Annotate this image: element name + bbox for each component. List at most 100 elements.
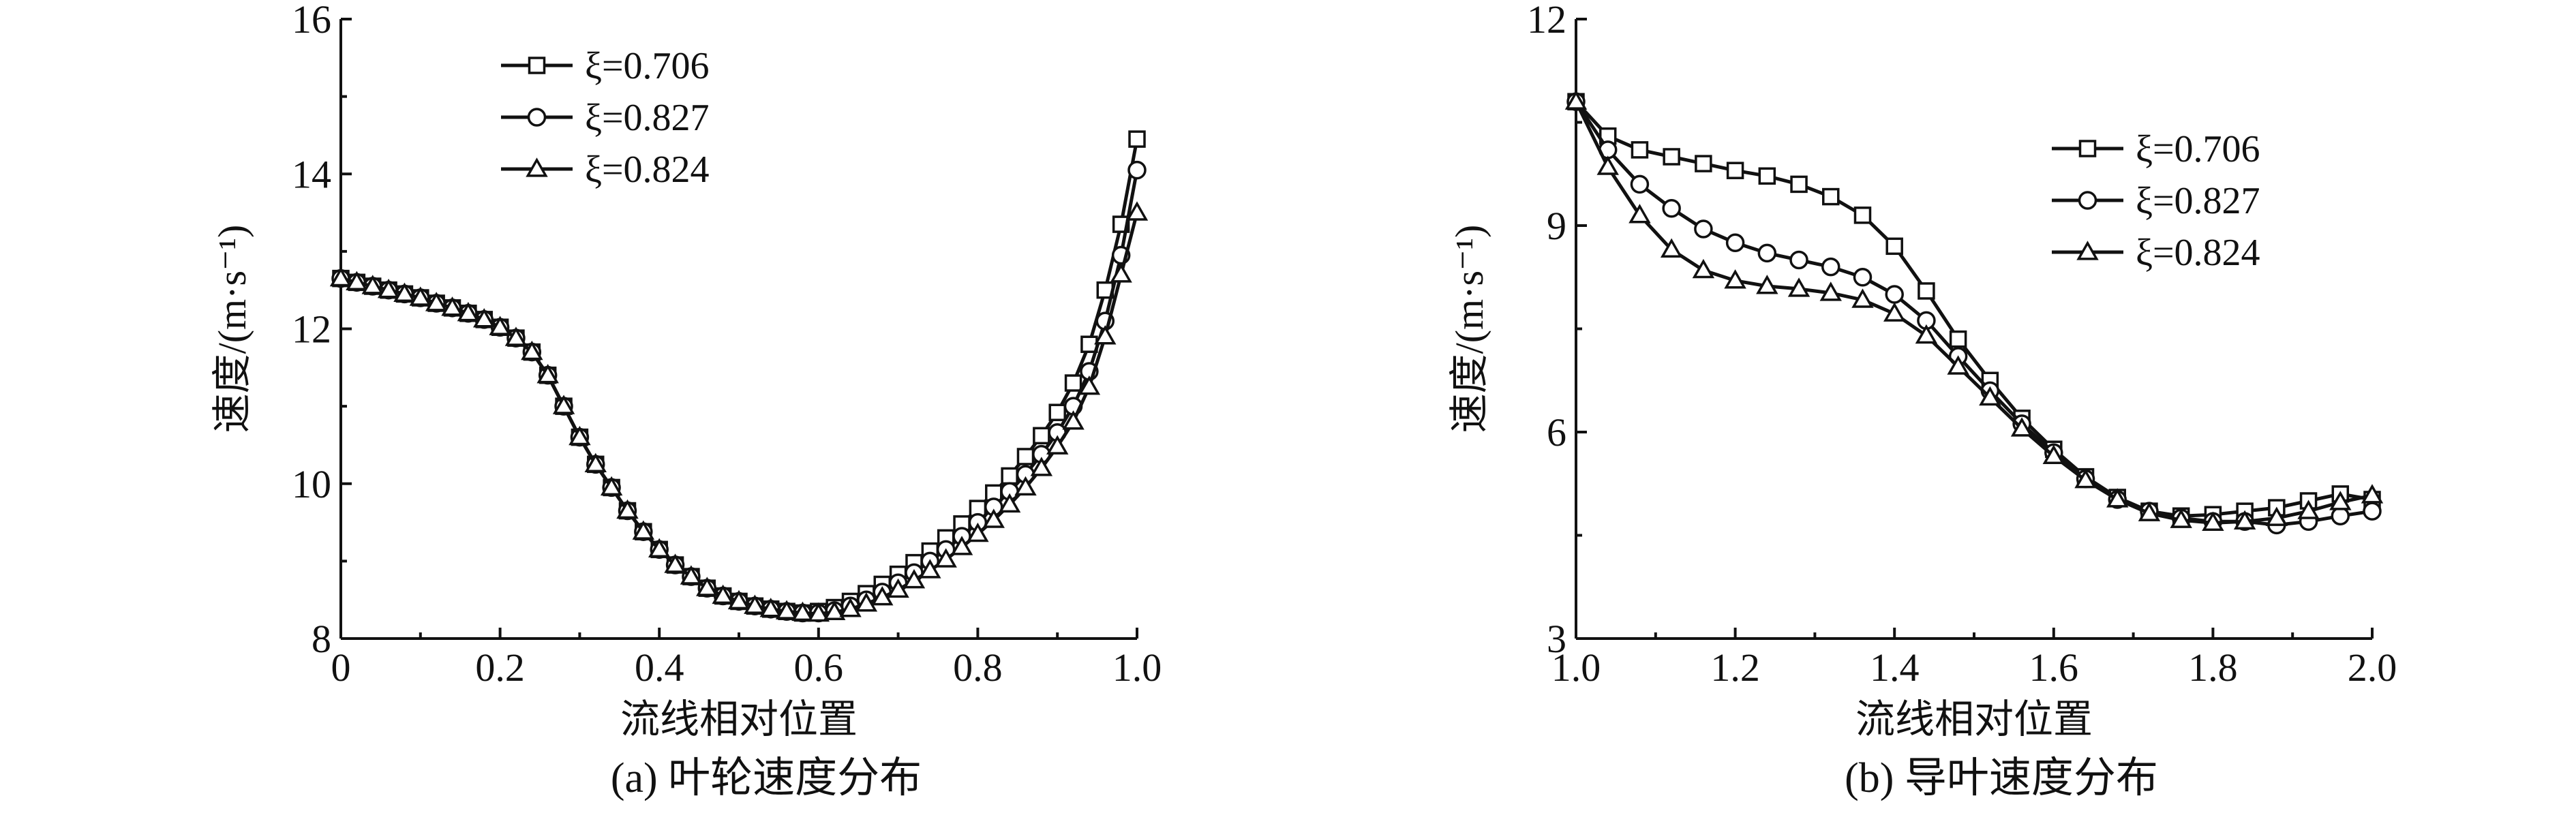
- data-point: [2361, 484, 2384, 504]
- data-point: [1014, 476, 1037, 496]
- data-point: [1564, 90, 1588, 110]
- chart-caption: (b) 导叶速度分布: [1845, 755, 2158, 801]
- data-point: [823, 600, 846, 621]
- data-point: [473, 308, 496, 328]
- data-point: [1596, 155, 1619, 175]
- data-point: [569, 425, 591, 446]
- data-point: [346, 271, 368, 290]
- data-point: [2265, 506, 2288, 526]
- y-tick-label: 3: [1547, 617, 1566, 661]
- data-point: [1789, 250, 1808, 270]
- data-point: [2170, 508, 2192, 528]
- legend-label: ξ=0.824: [585, 149, 710, 191]
- data-point: [1790, 175, 1808, 194]
- chart-caption: (a) 叶轮速度分布: [611, 755, 922, 801]
- y-tick-label: 12: [292, 307, 331, 352]
- data-point: [967, 522, 989, 542]
- data-point: [903, 569, 926, 589]
- legend: ξ=0.706 ξ=0.827 ξ=0.824: [2052, 128, 2260, 274]
- x-tick-label: 1.0: [1551, 645, 1601, 690]
- data-point: [648, 538, 671, 557]
- data-point: [1692, 258, 1715, 279]
- data-point: [1064, 374, 1082, 392]
- legend: ξ=0.706 ξ=0.827 ξ=0.824: [501, 45, 710, 191]
- data-point: [1033, 427, 1050, 445]
- x-tick-label: 0.6: [794, 645, 844, 690]
- data-point: [1127, 160, 1147, 180]
- data-point: [1947, 355, 1969, 375]
- data-point: [2329, 491, 2352, 510]
- data-point: [1822, 187, 1840, 206]
- data-point: [329, 266, 352, 287]
- data-point: [2331, 506, 2350, 525]
- data-point: [1695, 155, 1712, 172]
- x-tick-label: 1.0: [1112, 645, 1162, 690]
- y-axis-title: 速度/(m·s⁻¹): [210, 225, 254, 433]
- data-point: [1915, 324, 1938, 344]
- y-tick-label: 6: [1547, 410, 1566, 455]
- data-point: [664, 553, 686, 573]
- data-point: [632, 520, 655, 540]
- legend-marker: [528, 57, 546, 74]
- data-point: [887, 578, 909, 598]
- data-point: [871, 586, 894, 606]
- legend-marker: [2076, 241, 2099, 260]
- data-point: [504, 326, 528, 346]
- data-point: [2106, 488, 2129, 508]
- data-point: [1110, 263, 1132, 283]
- data-point: [1853, 206, 1872, 224]
- data-point: [1628, 204, 1651, 224]
- data-point: [1756, 275, 1778, 294]
- series-line: [340, 138, 1139, 615]
- x-axis-title: 流线相对位置: [1855, 697, 2093, 741]
- data-point: [393, 282, 416, 303]
- x-tick-label: 0.2: [475, 645, 525, 690]
- data-point: [1883, 302, 1906, 322]
- x-tick-label: 1.6: [2029, 645, 2079, 690]
- data-point: [839, 598, 862, 617]
- data-point: [1787, 277, 1810, 297]
- data-point: [950, 536, 973, 555]
- data-point: [1819, 281, 1842, 301]
- data-point: [1660, 238, 1683, 258]
- data-point: [998, 493, 1021, 513]
- data-point: [489, 316, 511, 335]
- legend-marker: [2078, 140, 2097, 157]
- data-point: [775, 600, 798, 619]
- series-line: [340, 170, 1139, 615]
- series-circle: [331, 160, 1147, 623]
- legend-label: ξ=0.706: [585, 45, 710, 87]
- legend-marker: [527, 108, 547, 127]
- data-point: [1758, 167, 1776, 185]
- data-point: [441, 296, 464, 316]
- data-point: [1125, 201, 1149, 221]
- data-point: [1078, 375, 1101, 395]
- data-point: [982, 508, 1005, 528]
- data-point: [2297, 500, 2320, 519]
- data-point: [807, 602, 830, 622]
- data-point: [1885, 237, 1903, 256]
- data-point: [361, 275, 384, 294]
- data-point: [1128, 130, 1146, 148]
- data-point: [552, 395, 575, 414]
- data-point: [1821, 257, 1840, 277]
- data-point: [2138, 502, 2161, 521]
- data-point: [2074, 468, 2097, 489]
- data-point: [759, 598, 782, 617]
- series-triangle: [329, 201, 1149, 622]
- data-point: [521, 340, 543, 361]
- legend-label: ξ=0.827: [585, 97, 710, 139]
- legend-marker: [2078, 191, 2097, 210]
- data-point: [1663, 148, 1680, 166]
- data-point: [1851, 288, 1874, 308]
- data-point: [2010, 417, 2033, 437]
- data-point: [1885, 285, 1904, 304]
- x-tick-label: 2.0: [2348, 645, 2397, 690]
- series-square: [332, 130, 1146, 622]
- data-point: [2042, 444, 2065, 464]
- y-tick-label: 12: [1527, 0, 1566, 42]
- x-tick-label: 1.2: [1710, 645, 1760, 690]
- data-point: [712, 584, 734, 604]
- data-point: [744, 594, 766, 614]
